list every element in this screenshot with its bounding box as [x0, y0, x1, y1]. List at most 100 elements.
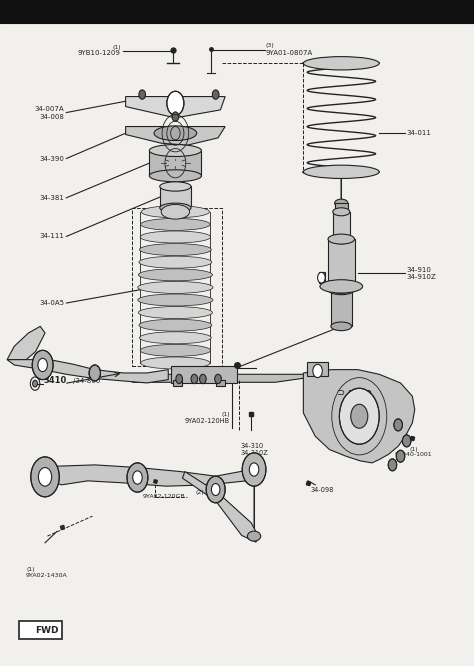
Bar [173, 380, 182, 386]
Circle shape [127, 463, 148, 492]
Text: 3410: 3410 [44, 376, 67, 386]
Ellipse shape [139, 319, 212, 331]
Circle shape [394, 419, 402, 431]
Text: 34-390: 34-390 [39, 155, 64, 162]
Ellipse shape [331, 285, 352, 294]
Bar [19, 621, 62, 639]
Ellipse shape [139, 332, 211, 344]
Ellipse shape [335, 199, 348, 207]
Ellipse shape [161, 204, 190, 219]
Circle shape [249, 463, 259, 476]
Text: 3300: 3300 [347, 390, 372, 399]
Bar [335, 203, 348, 212]
Polygon shape [126, 97, 225, 118]
Circle shape [176, 374, 182, 384]
Bar [0, 0, 474, 23]
Circle shape [89, 365, 100, 381]
Text: (3): (3) [265, 43, 274, 49]
Text: (1): (1) [409, 447, 418, 452]
Ellipse shape [328, 234, 355, 244]
Ellipse shape [149, 145, 201, 157]
Circle shape [31, 457, 59, 497]
Text: (2): (2) [196, 490, 204, 496]
Circle shape [211, 484, 220, 496]
Ellipse shape [160, 203, 191, 212]
Ellipse shape [138, 281, 213, 294]
Text: 34-007A: 34-007A [35, 106, 64, 113]
Ellipse shape [141, 218, 210, 230]
Circle shape [167, 91, 184, 115]
Polygon shape [7, 360, 168, 383]
Text: 34-381: 34-381 [39, 194, 64, 201]
Circle shape [33, 380, 37, 387]
Ellipse shape [303, 57, 379, 70]
Circle shape [206, 476, 225, 503]
Ellipse shape [140, 344, 210, 356]
Text: 34-910: 34-910 [406, 267, 431, 274]
Text: 34-310Z: 34-310Z [241, 450, 269, 456]
Circle shape [215, 374, 221, 384]
Text: (1): (1) [26, 567, 35, 572]
Ellipse shape [320, 280, 363, 293]
Text: 34-111: 34-111 [39, 233, 64, 240]
Ellipse shape [149, 170, 201, 182]
Ellipse shape [331, 322, 352, 330]
Polygon shape [34, 461, 258, 486]
Bar [331, 289, 352, 326]
Polygon shape [123, 372, 315, 382]
Bar [307, 362, 328, 376]
Text: 9YA02-1430A: 9YA02-1430A [26, 573, 68, 578]
Ellipse shape [160, 182, 191, 191]
Text: 34-098: 34-098 [310, 486, 334, 493]
Circle shape [339, 388, 379, 444]
Circle shape [396, 450, 405, 462]
Ellipse shape [138, 294, 213, 306]
Circle shape [313, 364, 322, 378]
Ellipse shape [303, 165, 379, 178]
Text: 34-0A5: 34-0A5 [39, 300, 64, 306]
Circle shape [172, 112, 179, 121]
Text: (1): (1) [112, 45, 121, 50]
Ellipse shape [333, 208, 350, 216]
Text: ⊃: ⊃ [336, 388, 344, 398]
Text: FWD: FWD [36, 625, 59, 635]
Circle shape [351, 404, 368, 428]
Ellipse shape [154, 126, 197, 141]
Circle shape [191, 374, 198, 384]
Circle shape [133, 471, 142, 484]
Ellipse shape [139, 244, 211, 256]
Bar [160, 186, 191, 208]
Ellipse shape [141, 206, 210, 218]
Ellipse shape [141, 357, 210, 369]
Bar [216, 380, 225, 386]
Circle shape [212, 90, 219, 99]
Circle shape [388, 459, 397, 471]
Bar [328, 239, 355, 290]
Ellipse shape [333, 236, 350, 244]
Polygon shape [182, 472, 258, 542]
Circle shape [318, 272, 325, 283]
Text: 9YA02-120GB: 9YA02-120GB [142, 494, 185, 499]
Circle shape [38, 358, 47, 372]
Ellipse shape [140, 231, 210, 243]
Circle shape [139, 90, 146, 99]
Polygon shape [7, 326, 45, 360]
Circle shape [242, 453, 266, 486]
Ellipse shape [247, 531, 261, 541]
Text: (1): (1) [221, 412, 230, 418]
Text: 34-310: 34-310 [241, 443, 264, 450]
Ellipse shape [328, 285, 355, 295]
Text: 34-008: 34-008 [39, 114, 64, 121]
Bar [171, 366, 237, 383]
Text: 34-910Z: 34-910Z [406, 274, 436, 280]
Circle shape [200, 374, 206, 384]
Ellipse shape [138, 306, 212, 318]
Polygon shape [319, 272, 325, 283]
Ellipse shape [139, 256, 212, 268]
Circle shape [38, 468, 52, 486]
Ellipse shape [138, 269, 212, 281]
Text: 9YB10-1209: 9YB10-1209 [78, 49, 121, 56]
Bar [132, 208, 222, 366]
Polygon shape [126, 127, 225, 145]
Bar [333, 212, 350, 240]
